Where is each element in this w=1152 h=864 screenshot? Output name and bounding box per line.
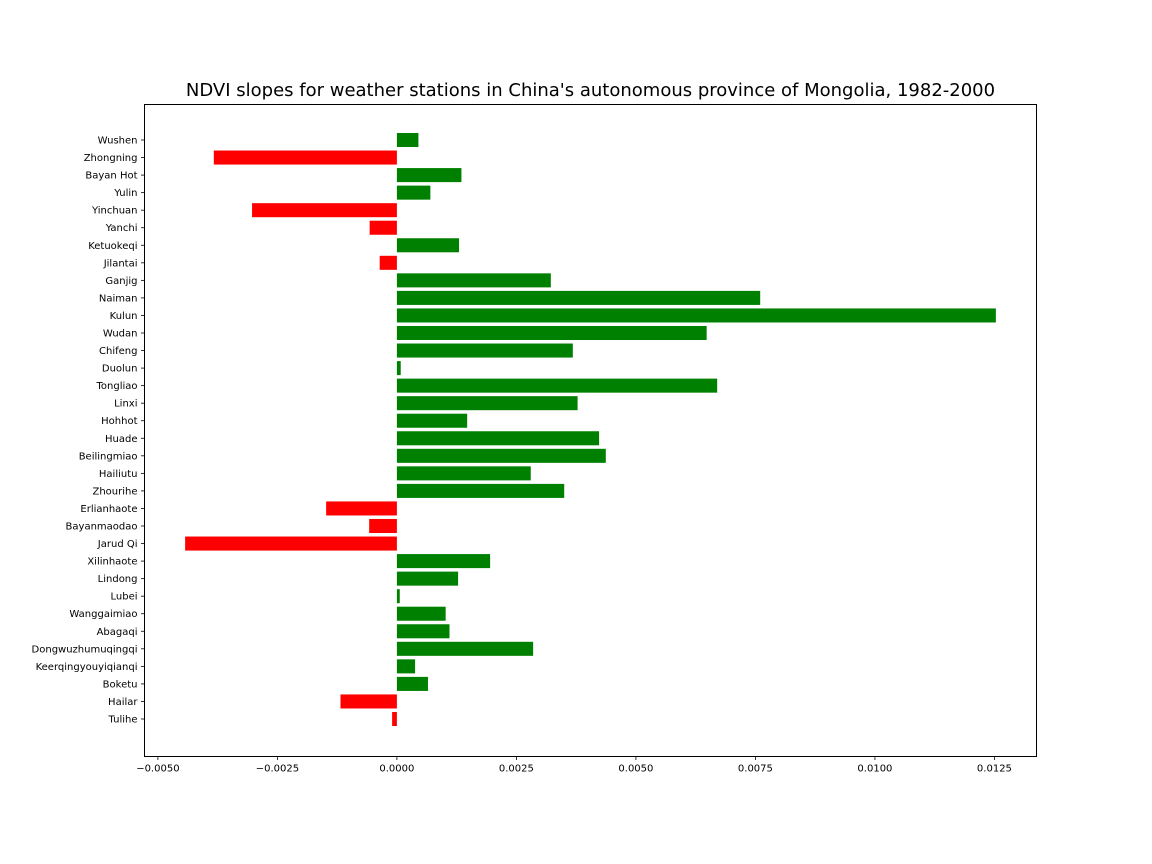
bar-huade	[396, 431, 600, 446]
bar-naiman	[396, 290, 761, 305]
x-tick-label: 0.0075	[738, 764, 773, 775]
y-tick-label: Lubei	[110, 592, 137, 603]
bar-bayan-hot	[396, 168, 462, 183]
bar-zhongning	[213, 150, 397, 165]
y-tick-label: Linxi	[114, 399, 137, 410]
bar-wushen	[396, 132, 419, 148]
bar-yanchi	[369, 220, 397, 235]
bar-dongwuzhumuqingqi	[396, 641, 534, 656]
y-tick-label: Chifeng	[99, 346, 137, 357]
bar-yinchuan	[252, 203, 397, 218]
x-tick-label: −0.0050	[136, 764, 179, 775]
x-tick-label: −0.0025	[256, 764, 299, 775]
y-tick-label: Boketu	[103, 679, 138, 690]
y-tick-label: Bayanmaodao	[66, 522, 138, 533]
y-tick-label: Jarud Qi	[97, 539, 138, 550]
y-axis-ticks: Tulihe Hailar Boketu Keerqingyouyiqianqi Don…	[32, 136, 145, 726]
y-tick-label: Ganjig	[105, 276, 137, 287]
y-tick-label: Duolun	[102, 364, 138, 375]
y-tick-label: Tongliao	[95, 381, 137, 392]
bar-jarud-qi	[185, 536, 397, 551]
y-tick-label: Keerqingyouyiqianqi	[36, 662, 138, 673]
x-tick-label: 0.0100	[857, 764, 892, 775]
bar-abagaqi	[396, 624, 450, 639]
y-tick-label: Lindong	[98, 574, 138, 585]
x-tick-label: 0.0025	[499, 764, 534, 775]
y-tick-label: Huade	[105, 434, 138, 445]
bar-duolun	[396, 361, 401, 376]
bar-keerqingyouyiqianqi	[396, 659, 416, 674]
bar-wudan	[396, 325, 707, 341]
y-tick-label: Zhourihe	[92, 486, 137, 497]
y-tick-label: Xilinhaote	[87, 557, 137, 568]
y-tick-label: Wanggaimiao	[69, 609, 137, 620]
chart-title: NDVI slopes for weather stations in Chin…	[185, 80, 996, 101]
y-tick-label: Hailar	[108, 697, 138, 708]
bar-tongliao	[396, 378, 718, 393]
y-tick-label: Erlianhaote	[80, 504, 137, 515]
y-tick-label: Kulun	[110, 311, 138, 322]
bar-wanggaimiao	[396, 606, 446, 621]
x-axis-ticks: −0.0050 −0.0025 0.0000 0.0025 0.0050 0.0075 0.…	[136, 756, 1012, 775]
bar-lubei	[396, 589, 400, 604]
bar-xilinhaote	[396, 554, 491, 569]
bar-hohhot	[396, 413, 468, 428]
bar-kulun	[396, 308, 996, 323]
y-tick-label: Ketuokeqi	[88, 241, 137, 252]
y-tick-label: Yulin	[113, 188, 137, 199]
y-tick-label: Hailiutu	[99, 469, 138, 480]
y-tick-label: Hohhot	[101, 416, 137, 427]
bar-ganjig	[396, 273, 551, 288]
bar-chifeng	[396, 343, 573, 358]
x-tick-label: 0.0050	[618, 764, 653, 775]
y-tick-label: Yanchi	[105, 223, 138, 234]
bar-erlianhaote	[326, 501, 397, 516]
bar-lindong	[396, 571, 459, 586]
bars-group	[185, 132, 996, 727]
bar-hailar	[340, 694, 397, 709]
y-tick-label: Yinchuan	[91, 206, 138, 217]
y-tick-label: Naiman	[99, 293, 138, 304]
bar-bayanmaodao	[369, 518, 397, 534]
bar-zhourihe	[396, 483, 565, 498]
bar-boketu	[396, 676, 428, 691]
y-tick-label: Jilantai	[103, 258, 138, 269]
bar-hailiutu	[396, 466, 531, 481]
bar-yulin	[396, 185, 431, 200]
bar-beilingmiao	[396, 448, 606, 463]
bar-tulihe	[392, 711, 397, 727]
x-tick-label: 0.0000	[379, 764, 414, 775]
bar-jilantai	[379, 255, 397, 270]
bar-ketuokeqi	[396, 238, 460, 253]
y-tick-label: Beilingmiao	[79, 451, 138, 462]
plot-frame	[144, 104, 1037, 757]
y-tick-label: Bayan Hot	[85, 171, 137, 182]
y-tick-label: Zhongning	[84, 153, 138, 164]
bar-linxi	[396, 396, 578, 411]
y-tick-label: Abagaqi	[97, 627, 138, 638]
y-tick-label: Wushen	[98, 136, 138, 147]
y-tick-label: Wudan	[103, 329, 138, 340]
y-tick-label: Tulihe	[108, 715, 138, 726]
x-tick-label: 0.0125	[977, 764, 1012, 775]
y-tick-label: Dongwuzhumuqingqi	[32, 644, 138, 655]
